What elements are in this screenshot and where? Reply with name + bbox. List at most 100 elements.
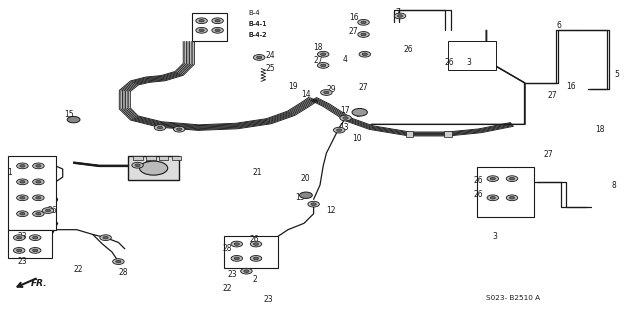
Circle shape	[244, 270, 249, 272]
Text: 20: 20	[301, 174, 310, 183]
Circle shape	[100, 235, 111, 241]
Circle shape	[45, 209, 51, 212]
Circle shape	[33, 163, 44, 169]
Circle shape	[321, 53, 326, 56]
Circle shape	[13, 235, 25, 241]
Circle shape	[103, 236, 108, 239]
Circle shape	[257, 56, 262, 59]
Circle shape	[253, 257, 259, 260]
Text: 16: 16	[566, 82, 576, 91]
Bar	[477, 167, 534, 217]
Circle shape	[308, 201, 319, 207]
Circle shape	[241, 268, 252, 274]
Text: 29: 29	[326, 85, 336, 94]
Circle shape	[253, 55, 265, 60]
Circle shape	[311, 203, 316, 205]
Circle shape	[358, 19, 369, 25]
Bar	[133, 156, 143, 160]
Circle shape	[33, 249, 38, 252]
Text: 22: 22	[222, 284, 232, 293]
Circle shape	[509, 197, 515, 199]
Circle shape	[17, 179, 28, 185]
Text: 5: 5	[614, 70, 620, 79]
Text: 1: 1	[8, 168, 12, 177]
Text: 22: 22	[74, 265, 83, 274]
Circle shape	[113, 259, 124, 264]
Text: 23: 23	[18, 257, 28, 266]
Text: 3: 3	[466, 58, 471, 67]
Text: 15: 15	[64, 110, 74, 119]
Circle shape	[36, 165, 41, 167]
Circle shape	[42, 208, 54, 213]
Circle shape	[199, 19, 204, 22]
Text: 26: 26	[250, 235, 259, 244]
Text: B-4-1: B-4-1	[248, 21, 267, 27]
Bar	[192, 13, 227, 41]
Bar	[8, 230, 52, 258]
Circle shape	[17, 163, 28, 169]
Text: 18: 18	[595, 125, 605, 134]
Text: 27: 27	[314, 56, 323, 65]
Circle shape	[116, 260, 121, 263]
Circle shape	[394, 13, 406, 19]
Circle shape	[506, 176, 518, 182]
Bar	[146, 156, 156, 160]
Circle shape	[67, 116, 80, 123]
Text: 16: 16	[349, 13, 358, 22]
Text: 17: 17	[340, 106, 350, 115]
Circle shape	[17, 195, 28, 201]
Circle shape	[234, 243, 239, 245]
Circle shape	[212, 27, 223, 33]
Bar	[224, 236, 278, 268]
Bar	[8, 156, 56, 230]
Circle shape	[135, 164, 140, 167]
Circle shape	[33, 236, 38, 239]
Circle shape	[487, 176, 499, 182]
Circle shape	[234, 257, 239, 260]
Text: 6: 6	[557, 21, 562, 30]
Text: 19: 19	[288, 82, 298, 91]
Text: B-4: B-4	[248, 10, 260, 16]
Circle shape	[196, 18, 207, 24]
Text: 28: 28	[223, 244, 232, 253]
Text: 26: 26	[445, 58, 454, 67]
Circle shape	[199, 29, 204, 32]
Circle shape	[33, 179, 44, 185]
Circle shape	[358, 32, 369, 37]
Bar	[172, 156, 181, 160]
Circle shape	[340, 115, 351, 121]
Circle shape	[321, 90, 332, 95]
Text: 24: 24	[266, 51, 275, 60]
Circle shape	[359, 51, 371, 57]
Circle shape	[17, 211, 28, 217]
Circle shape	[321, 64, 326, 67]
Text: 15: 15	[296, 193, 305, 202]
Circle shape	[487, 195, 499, 201]
Circle shape	[361, 21, 366, 24]
Circle shape	[20, 165, 25, 167]
Text: 21: 21	[253, 168, 262, 177]
Circle shape	[352, 108, 367, 116]
Circle shape	[317, 63, 329, 68]
Text: B-4-2: B-4-2	[248, 32, 267, 38]
Circle shape	[29, 248, 41, 253]
Text: FR.: FR.	[31, 279, 47, 288]
Circle shape	[177, 128, 182, 130]
Circle shape	[132, 162, 143, 168]
Circle shape	[361, 33, 366, 36]
Circle shape	[17, 249, 22, 252]
Circle shape	[20, 197, 25, 199]
Text: 10: 10	[352, 134, 362, 143]
Circle shape	[324, 91, 329, 94]
Circle shape	[253, 243, 259, 245]
Bar	[448, 41, 496, 70]
Text: 4: 4	[342, 55, 348, 63]
Text: 7: 7	[396, 8, 401, 17]
Circle shape	[490, 177, 495, 180]
Text: 11: 11	[144, 161, 154, 170]
Text: 27: 27	[547, 91, 557, 100]
Circle shape	[33, 195, 44, 201]
Circle shape	[215, 19, 220, 22]
Circle shape	[231, 241, 243, 247]
Text: 2: 2	[253, 275, 257, 284]
